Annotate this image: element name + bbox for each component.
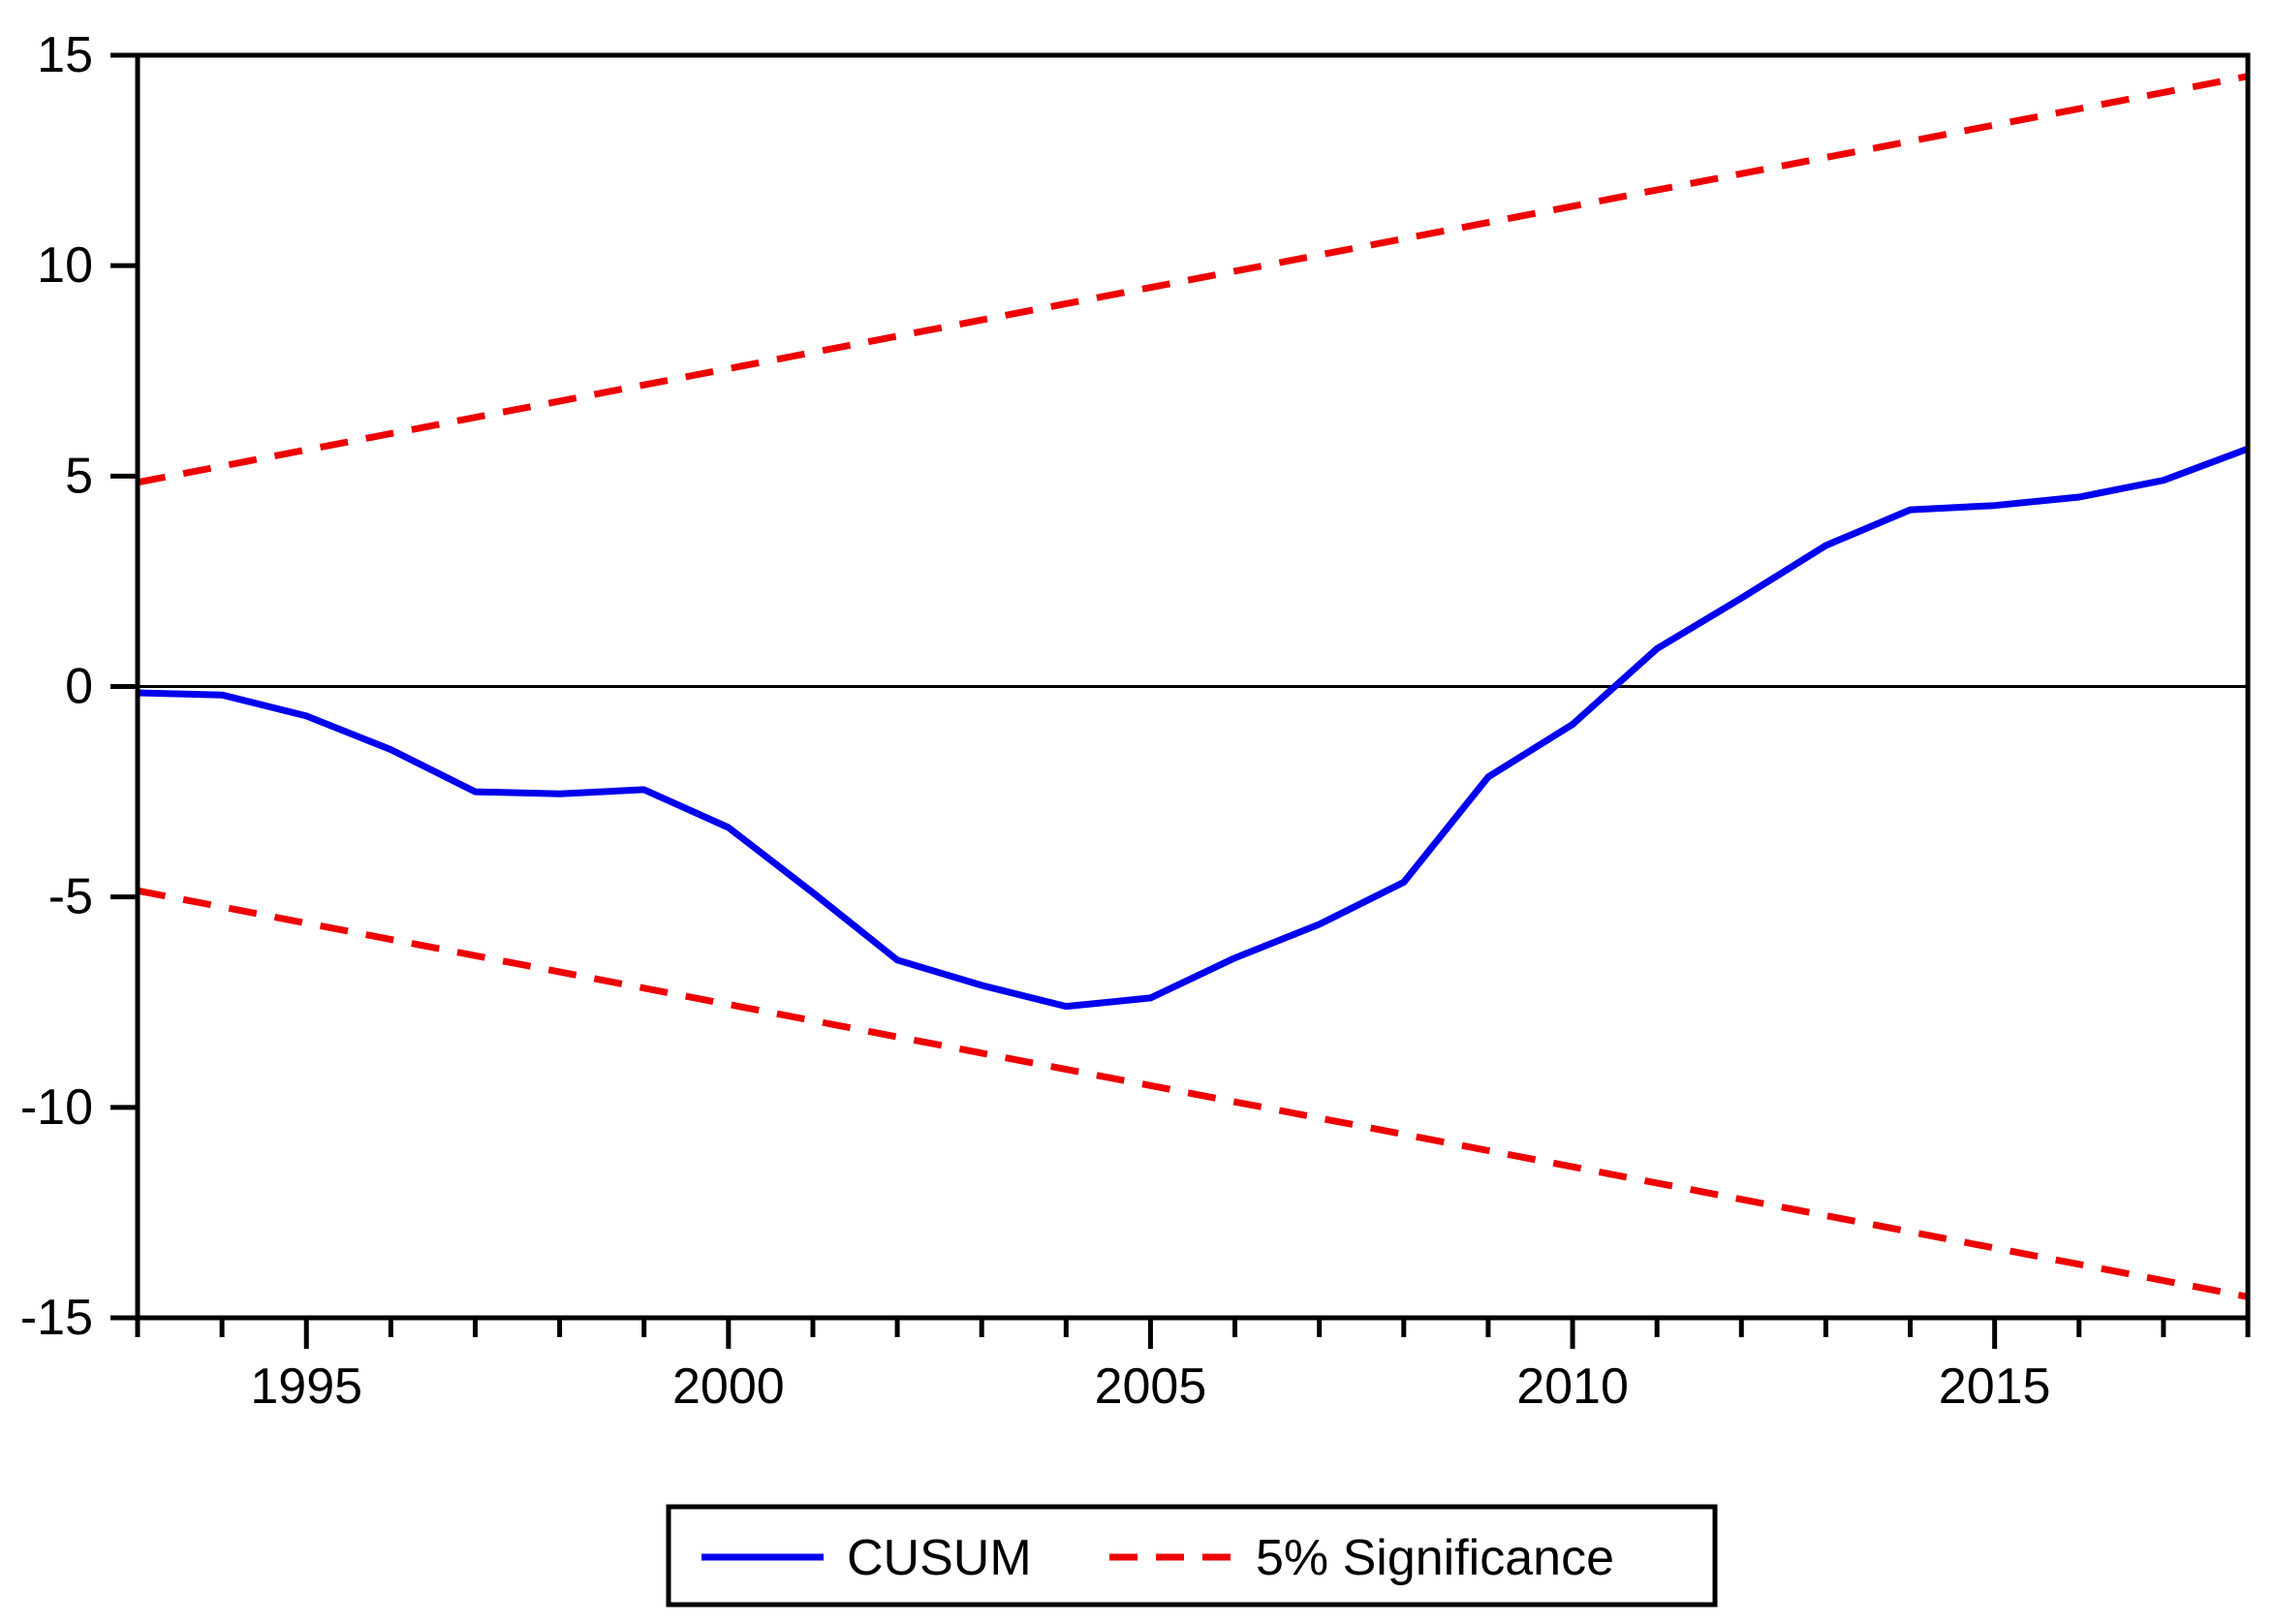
x-axis-tick-label: 2005	[1095, 1359, 1207, 1415]
y-axis-tick-label: -15	[20, 1290, 93, 1346]
significance-lower-line	[137, 887, 2249, 1300]
y-axis-tick-label: 0	[65, 659, 93, 715]
y-axis-tick-label: -10	[20, 1079, 93, 1136]
y-axis-tick-label: -5	[48, 869, 93, 925]
legend-cusum-label: CUSUM	[847, 1530, 1032, 1586]
significance-upper-line	[137, 73, 2249, 486]
cusum-line	[137, 445, 2250, 1011]
legend: CUSUM 5% Significance	[666, 1504, 1718, 1608]
x-axis-tick-label: 2000	[672, 1359, 785, 1415]
y-axis-tick-label: 10	[37, 237, 93, 294]
plot-border	[135, 52, 2251, 1321]
x-axis-tick-label: 1995	[250, 1359, 362, 1415]
legend-box	[666, 1504, 1718, 1608]
y-axis-tick-label: 5	[65, 448, 93, 504]
plot-area: -15 -10 -5 0 5 10 15 1995 2000 2005 2010 2015	[20, 27, 2251, 1415]
x-axis-tick-label: 2010	[1516, 1359, 1629, 1415]
legend-significance-label: 5% Significance	[1256, 1530, 1614, 1586]
x-axis-tick-label: 2015	[1939, 1359, 2051, 1415]
y-axis-tick-label: 15	[37, 27, 93, 83]
